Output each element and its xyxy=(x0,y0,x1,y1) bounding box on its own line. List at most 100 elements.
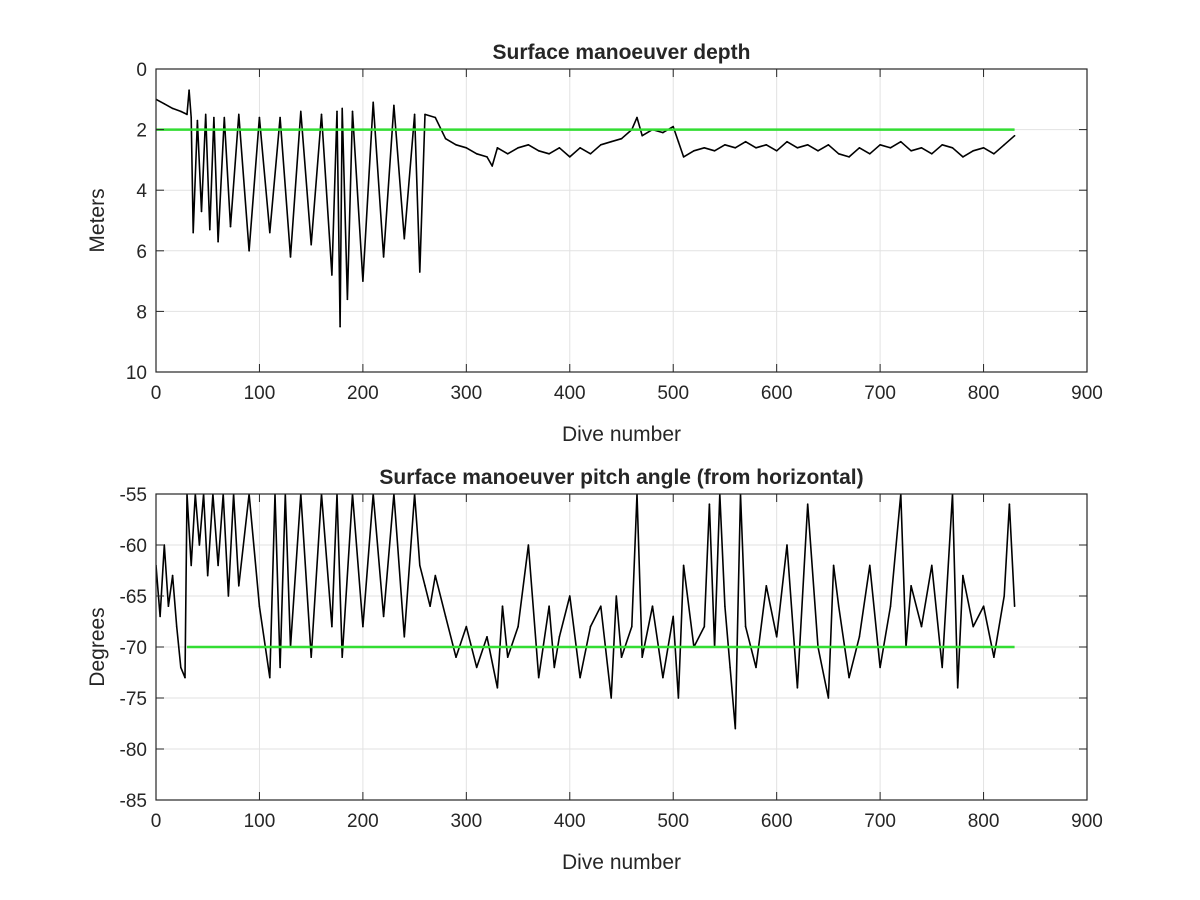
data-point xyxy=(620,137,623,140)
data-point xyxy=(972,625,974,628)
data-point xyxy=(279,666,281,669)
data-point xyxy=(889,605,892,607)
data-point xyxy=(331,274,333,276)
chart-panel-2: 0 100 200 300 400 500 600 700 800 900 -55 -60 -65 -70… xyxy=(86,466,1103,874)
y-tick-label: -65 xyxy=(120,587,147,608)
data-point xyxy=(677,140,680,143)
data-point xyxy=(931,153,933,155)
data-point xyxy=(589,625,592,628)
data-point xyxy=(858,147,861,149)
data-point xyxy=(806,144,809,146)
x-tick-label: 500 xyxy=(657,383,689,404)
data-point xyxy=(248,250,250,252)
data-point xyxy=(320,113,323,116)
x-tick-label: 200 xyxy=(347,383,379,404)
data-point xyxy=(744,625,747,628)
data-point xyxy=(229,225,232,228)
x-tick-label: 100 xyxy=(244,811,276,832)
data-point xyxy=(331,625,333,628)
data-point xyxy=(796,687,799,689)
data-point xyxy=(765,144,768,146)
data-point xyxy=(641,656,643,658)
data-point xyxy=(486,156,488,158)
data-point xyxy=(190,116,192,119)
data-point xyxy=(269,231,271,234)
data-point xyxy=(171,574,174,577)
data-point xyxy=(424,113,426,116)
x-tick-label: 800 xyxy=(968,811,1000,832)
data-point xyxy=(708,503,711,506)
data-point xyxy=(703,147,706,149)
data-point xyxy=(879,666,881,669)
data-point xyxy=(180,110,182,113)
data-point xyxy=(217,564,219,567)
x-axis-label: Dive number xyxy=(562,851,681,874)
data-point xyxy=(351,110,354,113)
data-point xyxy=(238,585,240,587)
data-point xyxy=(455,656,457,658)
x-tick-label: 0 xyxy=(151,383,162,404)
data-point xyxy=(506,153,509,155)
data-point xyxy=(491,165,494,167)
data-point xyxy=(920,147,923,149)
data-point xyxy=(341,656,344,658)
data-point xyxy=(419,564,421,567)
data-point xyxy=(729,666,731,669)
data-point xyxy=(362,280,364,282)
data-point xyxy=(196,119,199,122)
data-point xyxy=(837,153,840,155)
data-point xyxy=(889,147,892,149)
chart-title: Surface manoeuver pitch angle (from hori… xyxy=(379,466,863,489)
data-point xyxy=(662,676,664,679)
data-point xyxy=(227,595,230,597)
data-point xyxy=(910,585,912,587)
data-point xyxy=(258,605,261,607)
data-point xyxy=(204,113,207,116)
data-point xyxy=(848,156,850,158)
data-point xyxy=(941,666,943,669)
data-point xyxy=(171,107,174,110)
data-point xyxy=(558,147,561,149)
data-point xyxy=(837,605,840,607)
data-point xyxy=(419,271,421,273)
data-point xyxy=(192,231,194,234)
data-point xyxy=(1013,134,1016,137)
data-point xyxy=(496,687,499,689)
data-point xyxy=(517,147,519,149)
x-tick-label: 300 xyxy=(450,811,482,832)
data-point xyxy=(341,107,344,110)
data-point xyxy=(786,544,788,546)
data-point xyxy=(869,564,871,567)
data-point xyxy=(982,147,985,149)
data-point xyxy=(475,666,478,669)
data-point xyxy=(186,113,188,116)
data-point xyxy=(393,104,395,107)
data-point xyxy=(413,113,416,116)
data-point xyxy=(744,140,747,143)
data-point xyxy=(558,636,561,638)
data-point xyxy=(444,615,447,618)
data-point xyxy=(827,144,830,146)
x-tick-label: 200 xyxy=(347,811,379,832)
x-tick-label: 600 xyxy=(761,811,793,832)
data-point xyxy=(610,697,612,699)
data-point xyxy=(403,636,406,638)
data-point xyxy=(424,585,426,587)
y-tick-label: -75 xyxy=(120,689,147,710)
data-point xyxy=(910,150,912,152)
data-point xyxy=(982,605,985,607)
data-point xyxy=(724,144,726,146)
data-point xyxy=(817,150,819,152)
data-point xyxy=(1003,595,1005,597)
data-point xyxy=(1003,144,1005,146)
x-tick-label: 0 xyxy=(151,811,162,832)
data-point xyxy=(434,116,437,119)
y-tick-label: -55 xyxy=(120,485,147,506)
data-point xyxy=(579,676,581,679)
data-point xyxy=(993,656,995,658)
data-point xyxy=(848,676,850,679)
data-point xyxy=(269,676,271,679)
data-point xyxy=(682,564,685,567)
data-point xyxy=(372,101,375,104)
data-point xyxy=(806,503,809,506)
